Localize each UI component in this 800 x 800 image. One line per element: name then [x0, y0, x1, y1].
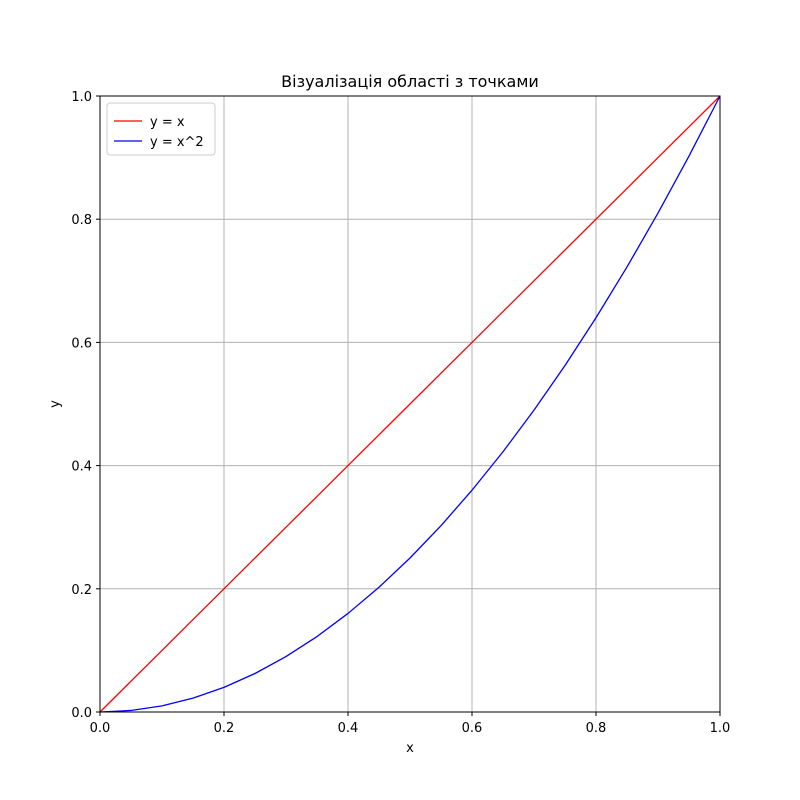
- y-tick-label: 1.0: [71, 90, 92, 105]
- x-tick-label: 0.8: [586, 721, 607, 736]
- x-tick-label: 0.6: [462, 721, 483, 736]
- legend-label-2: y = x^2: [150, 135, 204, 150]
- grid: [99, 95, 721, 713]
- x-tick-label: 0.4: [338, 721, 359, 736]
- legend-box: [106, 102, 216, 156]
- x-tick-label: 1.0: [710, 721, 731, 736]
- y-tick-label: 0.2: [71, 583, 92, 598]
- y-tick-label: 0.0: [71, 706, 92, 721]
- y-tick-label: 0.4: [71, 460, 92, 475]
- series-line-1: [99, 95, 721, 713]
- axis-ticks: 0.0 0.2 0.4 0.6 0.8 1.0 0.0 0.2 0.4 0.6 0.8 1.0: [71, 90, 730, 736]
- x-tick-label: 0.0: [90, 721, 111, 736]
- x-axis-label: x: [406, 741, 414, 756]
- series-lines: [99, 95, 721, 713]
- chart-title: Візуалізація області з точками: [281, 72, 539, 91]
- x-tick-label: 0.2: [214, 721, 235, 736]
- legend-label-1: y = x: [150, 115, 185, 130]
- legend: y = x y = x^2: [106, 102, 216, 156]
- y-axis-label: y: [48, 400, 63, 408]
- y-tick-label: 0.8: [71, 213, 92, 228]
- y-tick-label: 0.6: [71, 336, 92, 351]
- plot-frame: [99, 95, 721, 713]
- series-line-2: [99, 95, 721, 713]
